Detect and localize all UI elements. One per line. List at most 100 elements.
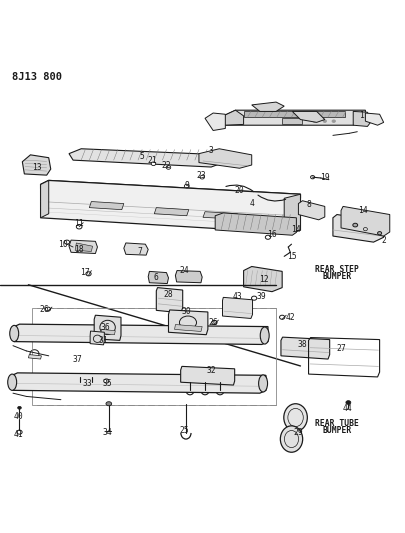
- Polygon shape: [352, 111, 371, 126]
- Text: 40: 40: [13, 412, 23, 421]
- Polygon shape: [154, 208, 188, 216]
- Text: BUMPER: BUMPER: [322, 272, 351, 281]
- Ellipse shape: [85, 272, 91, 276]
- Polygon shape: [94, 315, 121, 341]
- Text: 9: 9: [184, 181, 189, 190]
- Ellipse shape: [106, 402, 111, 406]
- Ellipse shape: [64, 240, 70, 244]
- Text: 44: 44: [341, 404, 351, 413]
- Text: 26: 26: [208, 318, 217, 327]
- Polygon shape: [223, 110, 243, 125]
- Ellipse shape: [279, 315, 284, 319]
- Text: 18: 18: [74, 245, 84, 254]
- Polygon shape: [215, 213, 296, 235]
- Text: 17: 17: [80, 268, 90, 277]
- Polygon shape: [14, 324, 267, 344]
- Polygon shape: [100, 329, 115, 335]
- Text: 21: 21: [147, 157, 157, 165]
- Polygon shape: [202, 212, 237, 219]
- Text: 14: 14: [291, 225, 301, 235]
- Ellipse shape: [377, 231, 381, 235]
- Text: 29: 29: [293, 429, 303, 438]
- Polygon shape: [69, 149, 223, 167]
- Ellipse shape: [76, 224, 82, 229]
- Ellipse shape: [104, 379, 109, 383]
- Ellipse shape: [184, 184, 189, 188]
- Ellipse shape: [283, 403, 307, 431]
- Ellipse shape: [199, 175, 204, 179]
- Text: 8: 8: [305, 200, 310, 209]
- Text: 39: 39: [256, 293, 266, 302]
- Text: 1: 1: [358, 111, 363, 120]
- Ellipse shape: [279, 426, 302, 452]
- Polygon shape: [156, 288, 182, 313]
- Text: 36: 36: [100, 323, 110, 332]
- Polygon shape: [332, 214, 383, 242]
- Polygon shape: [40, 181, 49, 218]
- Polygon shape: [243, 111, 344, 117]
- Polygon shape: [292, 111, 324, 123]
- Ellipse shape: [45, 307, 50, 311]
- Polygon shape: [28, 354, 41, 359]
- Polygon shape: [175, 271, 202, 282]
- Ellipse shape: [312, 120, 315, 123]
- Text: 14: 14: [358, 206, 367, 215]
- Text: 13: 13: [32, 163, 41, 172]
- Text: 11: 11: [74, 219, 84, 228]
- Ellipse shape: [264, 235, 270, 239]
- Ellipse shape: [331, 120, 335, 123]
- Ellipse shape: [10, 325, 19, 342]
- Text: 38: 38: [297, 340, 307, 349]
- Ellipse shape: [322, 120, 326, 123]
- Polygon shape: [280, 337, 329, 359]
- Text: 16: 16: [266, 230, 276, 239]
- Text: 24: 24: [179, 266, 189, 275]
- Text: BUMPER: BUMPER: [322, 426, 351, 435]
- Polygon shape: [90, 331, 104, 345]
- Text: 3: 3: [208, 146, 213, 155]
- Polygon shape: [12, 373, 265, 393]
- Text: 4: 4: [249, 199, 254, 208]
- Polygon shape: [168, 310, 207, 335]
- Ellipse shape: [211, 320, 216, 325]
- Ellipse shape: [151, 162, 156, 166]
- Text: REAR TUBE: REAR TUBE: [314, 419, 358, 428]
- Text: 34: 34: [102, 427, 112, 437]
- Ellipse shape: [260, 327, 269, 344]
- Ellipse shape: [258, 375, 267, 392]
- Text: 5: 5: [139, 151, 144, 160]
- Text: 33: 33: [82, 378, 92, 387]
- Text: 26: 26: [40, 305, 49, 314]
- Text: 23: 23: [196, 172, 205, 181]
- Text: 15: 15: [287, 252, 296, 261]
- Ellipse shape: [17, 430, 22, 434]
- Text: 35: 35: [102, 378, 112, 387]
- Text: 12: 12: [258, 275, 268, 284]
- Polygon shape: [222, 297, 252, 319]
- Polygon shape: [281, 118, 302, 124]
- Polygon shape: [180, 366, 234, 385]
- Text: 10: 10: [58, 240, 68, 249]
- Text: 19: 19: [319, 174, 329, 182]
- Polygon shape: [205, 113, 225, 131]
- Text: 6: 6: [153, 273, 158, 282]
- Polygon shape: [243, 266, 281, 292]
- Polygon shape: [174, 325, 202, 332]
- Polygon shape: [40, 181, 300, 203]
- Text: 20: 20: [234, 187, 244, 196]
- Text: 2: 2: [380, 236, 385, 245]
- Text: 8J13 800: 8J13 800: [12, 72, 62, 82]
- Polygon shape: [198, 149, 251, 168]
- Text: 22: 22: [161, 161, 171, 171]
- Polygon shape: [340, 206, 389, 236]
- Polygon shape: [298, 201, 324, 220]
- Polygon shape: [40, 181, 300, 233]
- Polygon shape: [364, 113, 383, 125]
- Text: 7: 7: [137, 247, 142, 255]
- Ellipse shape: [166, 166, 170, 169]
- Polygon shape: [223, 110, 364, 125]
- Text: 32: 32: [206, 366, 215, 375]
- Polygon shape: [69, 240, 97, 254]
- Text: 43: 43: [232, 292, 242, 301]
- Ellipse shape: [251, 296, 256, 300]
